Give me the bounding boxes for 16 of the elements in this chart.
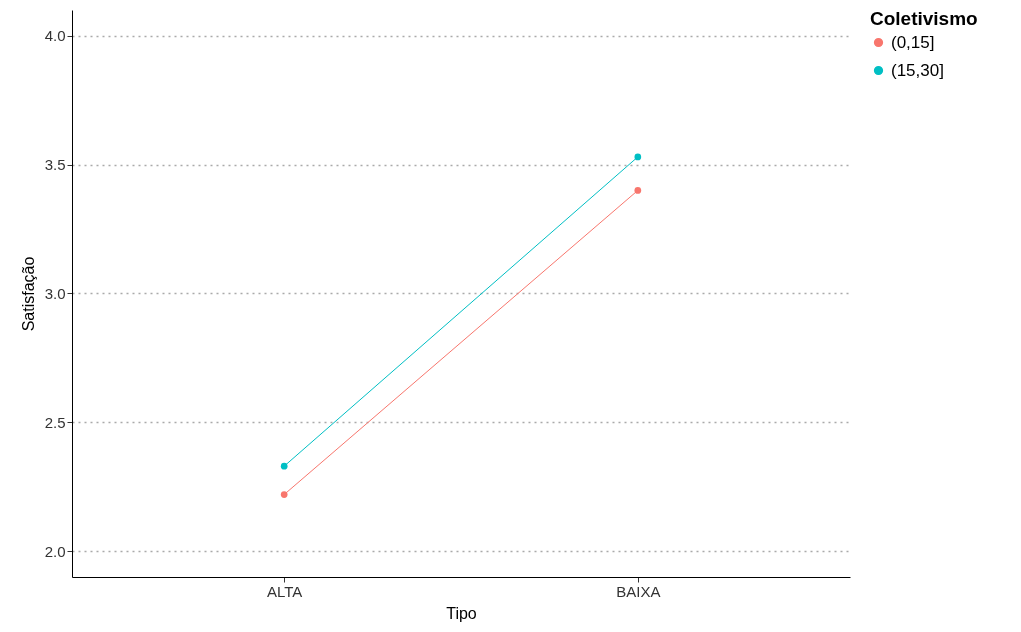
y-axis-title: Satisfação <box>19 256 37 332</box>
x-tick-label: BAIXA <box>616 582 661 600</box>
legend-label: (0,15] <box>891 32 935 52</box>
legend-label: (15,30] <box>891 60 944 80</box>
point <box>634 153 642 161</box>
y-tick-label: 3.5 <box>44 156 66 174</box>
y-tick-label: 4.0 <box>44 27 66 45</box>
y-tick-label: 2.5 <box>44 413 66 431</box>
point <box>280 491 288 498</box>
point <box>280 462 288 470</box>
y-tick-label: 3.0 <box>44 285 66 302</box>
x-tick-label: ALTA <box>267 582 303 600</box>
point <box>634 187 642 194</box>
y-tick-label: 2.0 <box>44 542 66 560</box>
legend-title: Coletivismo <box>870 8 978 29</box>
x-axis-title: Tipo <box>446 604 477 622</box>
